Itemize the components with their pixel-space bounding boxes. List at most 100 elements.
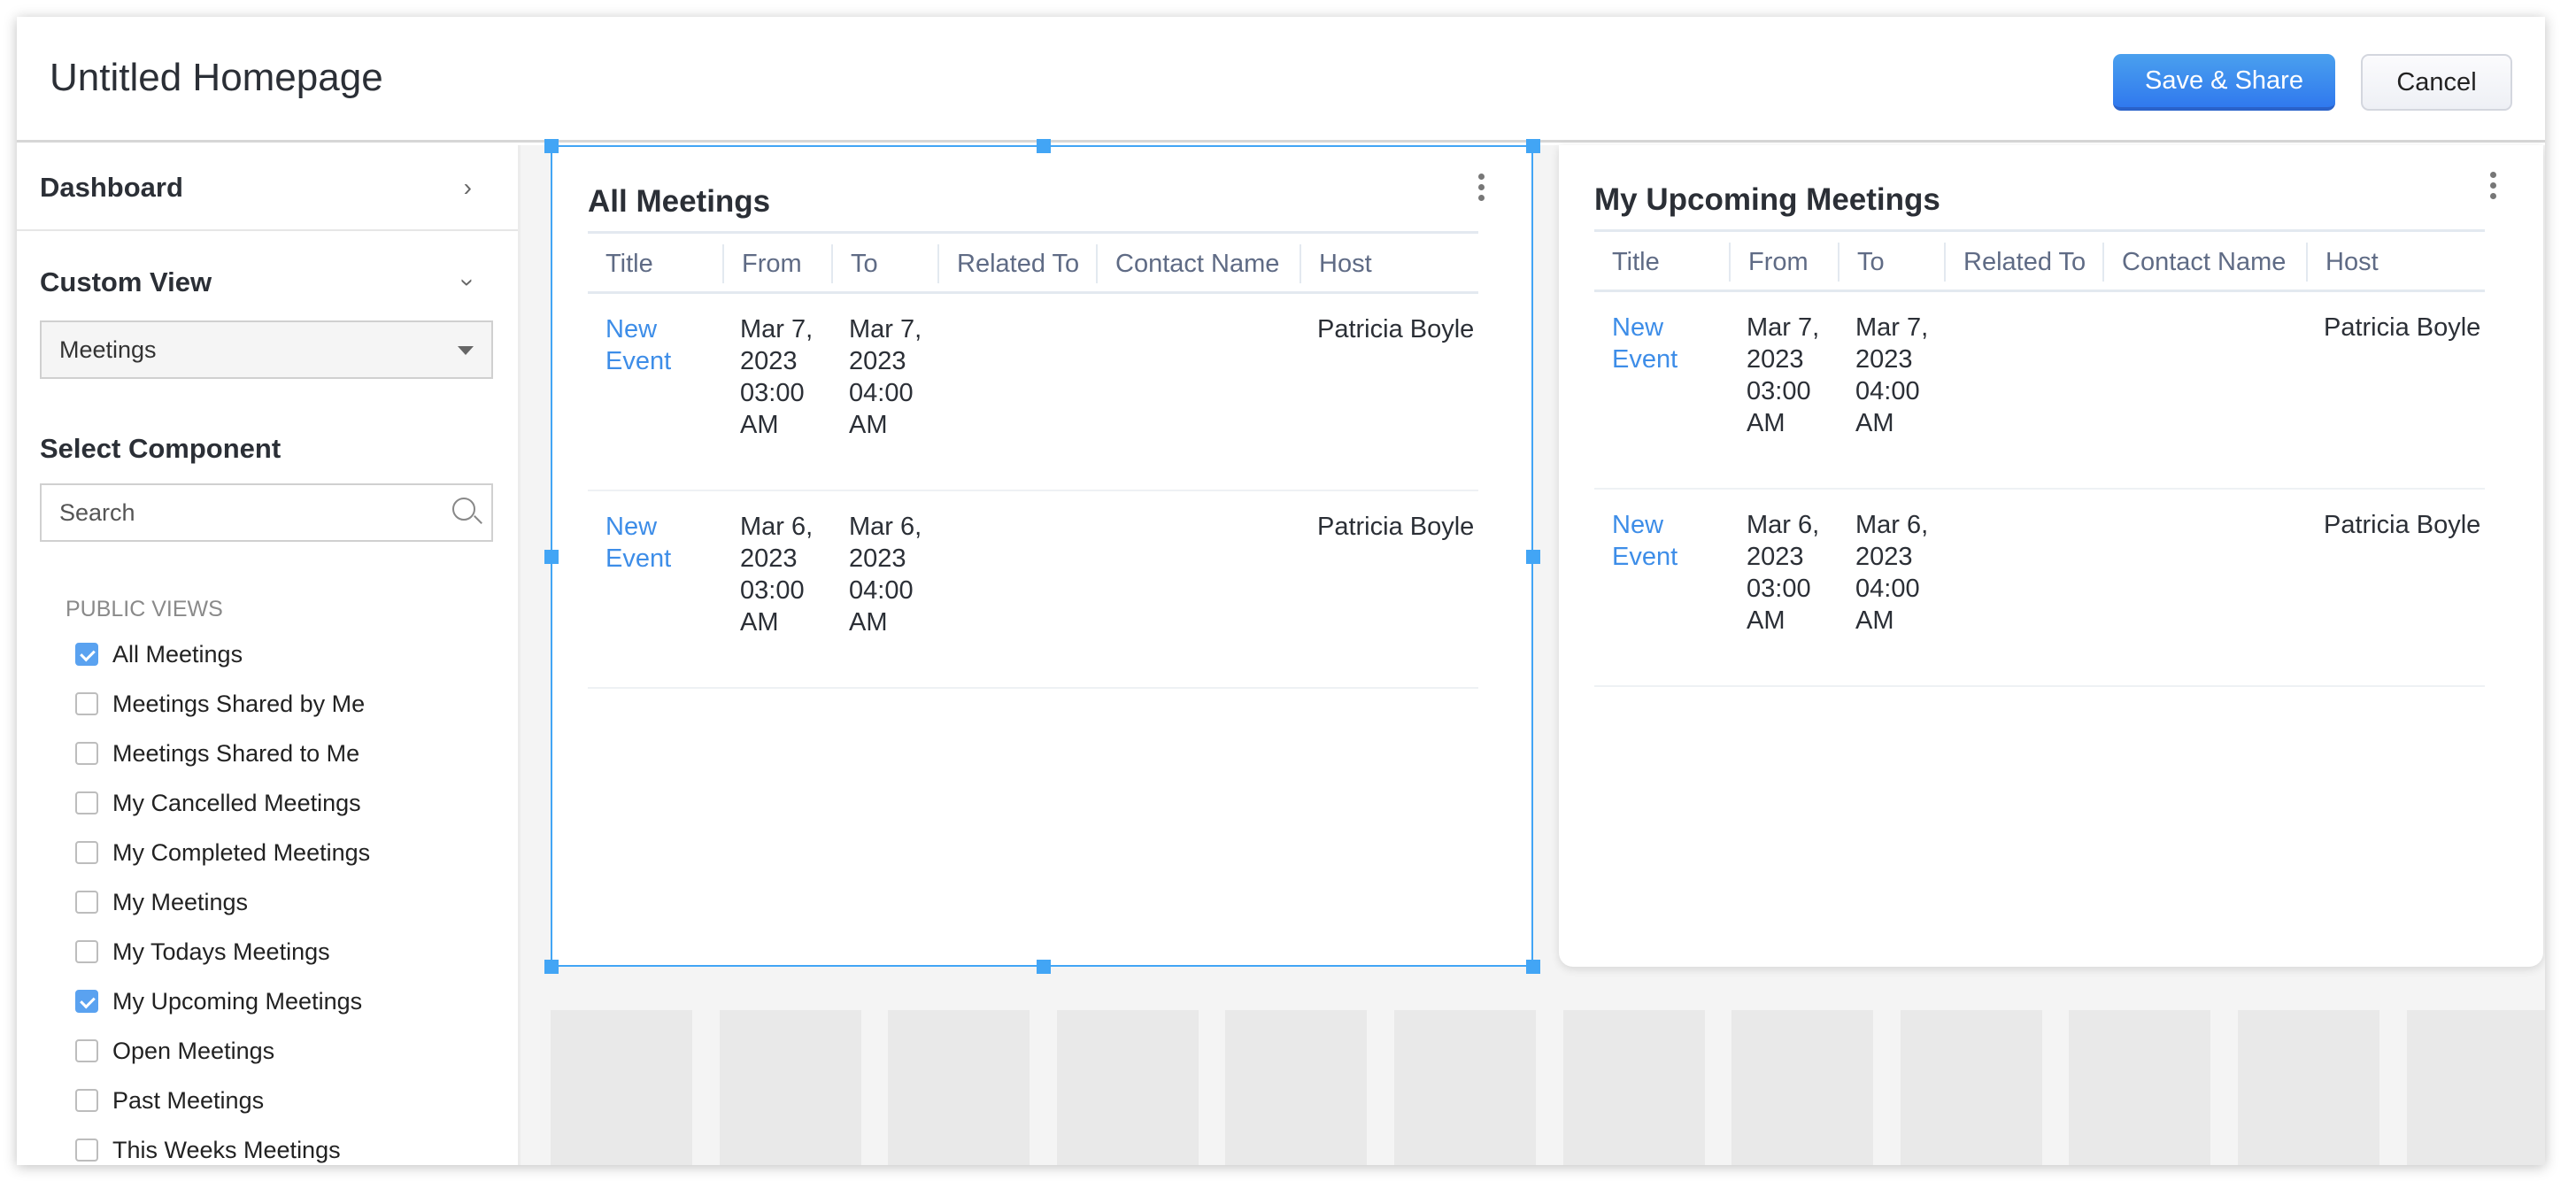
- empty-grid-slot[interactable]: [1225, 1010, 1368, 1165]
- empty-grid-slot[interactable]: [1056, 1010, 1199, 1165]
- checkbox[interactable]: [75, 940, 98, 963]
- empty-grid-slot[interactable]: [1394, 1010, 1536, 1165]
- empty-grid-slot[interactable]: [551, 1010, 692, 1165]
- module-select[interactable]: Meetings: [40, 320, 493, 379]
- checkbox[interactable]: [75, 841, 98, 864]
- empty-grid-slot[interactable]: [1562, 1010, 1705, 1165]
- chevron-right-icon: ›: [463, 173, 472, 201]
- public-views-heading: PUBLIC VIEWS: [66, 597, 223, 621]
- meetings-table: Title From To Related To Contact Name Host New…: [1594, 229, 2485, 687]
- card-title: My Upcoming Meetings: [1594, 182, 1940, 217]
- empty-grid-slot[interactable]: [2238, 1010, 2379, 1165]
- view-option-label: Open Meetings: [112, 1037, 275, 1064]
- my-upcoming-meetings-card[interactable]: My Upcoming Meetings Title From To Related …: [1559, 145, 2543, 967]
- page-title[interactable]: Untitled Homepage: [50, 56, 383, 99]
- empty-grid-slot[interactable]: [2069, 1010, 2211, 1165]
- column-header[interactable]: Host: [2306, 243, 2485, 282]
- event-title-link[interactable]: New Event: [605, 315, 672, 375]
- dashboard-label: Dashboard: [40, 171, 183, 203]
- column-header[interactable]: From: [722, 244, 831, 283]
- empty-grid-slot[interactable]: [1900, 1010, 2042, 1165]
- search-placeholder: Search: [59, 498, 135, 526]
- table-cell: Mar 7, 2023 03:00 AM: [740, 315, 814, 439]
- checkbox[interactable]: [75, 692, 98, 715]
- view-option[interactable]: My Completed Meetings: [75, 835, 370, 870]
- resize-handle[interactable]: [1526, 550, 1540, 564]
- checkbox[interactable]: [75, 990, 98, 1013]
- all-meetings-card[interactable]: All Meetings Title From To Related To Contac…: [544, 139, 1540, 974]
- view-option[interactable]: This Weeks Meetings: [75, 1132, 341, 1165]
- checkbox[interactable]: [75, 643, 98, 666]
- empty-grid-slot[interactable]: [888, 1010, 1030, 1165]
- resize-handle[interactable]: [544, 139, 559, 153]
- column-header[interactable]: Related To: [1944, 243, 2102, 282]
- search-input[interactable]: Search: [40, 483, 493, 542]
- event-title-link[interactable]: New Event: [1612, 313, 1678, 374]
- table-row[interactable]: New Event Mar 7, 2023 03:00 AM Mar 7, 2023…: [1594, 292, 2485, 490]
- view-option[interactable]: All Meetings: [75, 637, 243, 672]
- resize-handle[interactable]: [1526, 960, 1540, 974]
- column-header[interactable]: Title: [1612, 247, 1660, 276]
- view-option-label: Meetings Shared by Me: [112, 690, 366, 717]
- more-options-icon[interactable]: [1478, 174, 1485, 201]
- custom-view-label: Custom View: [40, 266, 212, 297]
- table-cell: Mar 7, 2023 03:00 AM: [1747, 313, 1820, 437]
- view-option[interactable]: My Meetings: [75, 884, 248, 920]
- checkbox[interactable]: [75, 1089, 98, 1112]
- empty-grid-slot[interactable]: [2406, 1010, 2545, 1165]
- event-title-link[interactable]: New Event: [605, 513, 672, 573]
- view-option-label: This Weeks Meetings: [112, 1136, 341, 1163]
- resize-handle[interactable]: [1037, 139, 1051, 153]
- table-row[interactable]: New Event Mar 6, 2023 03:00 AM Mar 6, 2023…: [1594, 490, 2485, 687]
- resize-handle[interactable]: [1526, 139, 1540, 153]
- view-option[interactable]: My Upcoming Meetings: [75, 984, 362, 1019]
- table-cell: Patricia Boyle: [2324, 511, 2481, 539]
- select-component-label: Select Component: [40, 433, 282, 464]
- caret-down-icon: [458, 346, 474, 355]
- column-header[interactable]: Related To: [937, 244, 1096, 283]
- checkbox[interactable]: [75, 742, 98, 765]
- view-option[interactable]: Meetings Shared to Me: [75, 736, 359, 771]
- save-and-share-button[interactable]: Save & Share: [2113, 54, 2335, 111]
- table-row[interactable]: New Event Mar 6, 2023 03:00 AM Mar 6, 2023…: [588, 491, 1478, 689]
- table-cell: Patricia Boyle: [1317, 315, 1475, 343]
- column-header[interactable]: Host: [1300, 244, 1478, 283]
- table-cell: Mar 6, 2023 03:00 AM: [740, 513, 814, 637]
- column-header[interactable]: To: [831, 244, 937, 283]
- checkbox[interactable]: [75, 891, 98, 914]
- search-icon[interactable]: [452, 498, 475, 521]
- view-option[interactable]: Open Meetings: [75, 1033, 274, 1069]
- card-title: All Meetings: [588, 184, 771, 219]
- view-option[interactable]: My Todays Meetings: [75, 934, 330, 969]
- cancel-button[interactable]: Cancel: [2361, 54, 2512, 111]
- checkbox[interactable]: [75, 1139, 98, 1162]
- column-header[interactable]: Contact Name: [2102, 243, 2306, 282]
- checkbox[interactable]: [75, 1039, 98, 1062]
- resize-handle[interactable]: [544, 960, 559, 974]
- table-cell: Patricia Boyle: [1317, 513, 1475, 541]
- view-option-label: Meetings Shared to Me: [112, 739, 360, 767]
- resize-handle[interactable]: [1037, 960, 1051, 974]
- empty-grid-slot[interactable]: [719, 1010, 861, 1165]
- view-option-label: My Completed Meetings: [112, 838, 371, 866]
- view-option[interactable]: My Cancelled Meetings: [75, 785, 361, 821]
- view-option[interactable]: Past Meetings: [75, 1083, 264, 1118]
- table-cell: Mar 7, 2023 04:00 AM: [849, 315, 922, 439]
- custom-view-section[interactable]: Custom View ›: [17, 260, 518, 305]
- resize-handle[interactable]: [544, 550, 559, 564]
- dashboard-section[interactable]: Dashboard ›: [17, 145, 518, 231]
- homepage-editor-window: Untitled Homepage Save & Share Cancel Da…: [17, 17, 2545, 1165]
- view-option-label: My Todays Meetings: [112, 938, 330, 965]
- view-option[interactable]: Meetings Shared by Me: [75, 686, 365, 722]
- column-header[interactable]: To: [1838, 243, 1944, 282]
- more-options-icon[interactable]: [2490, 172, 2497, 199]
- view-option-label: All Meetings: [112, 640, 243, 668]
- column-header[interactable]: Title: [605, 249, 653, 278]
- column-header[interactable]: Contact Name: [1096, 244, 1300, 283]
- table-row[interactable]: New Event Mar 7, 2023 03:00 AM Mar 7, 2023…: [588, 294, 1478, 491]
- event-title-link[interactable]: New Event: [1612, 511, 1678, 571]
- table-cell: Mar 6, 2023 04:00 AM: [849, 513, 922, 637]
- checkbox[interactable]: [75, 791, 98, 814]
- column-header[interactable]: From: [1729, 243, 1838, 282]
- empty-grid-slot[interactable]: [1731, 1010, 1874, 1165]
